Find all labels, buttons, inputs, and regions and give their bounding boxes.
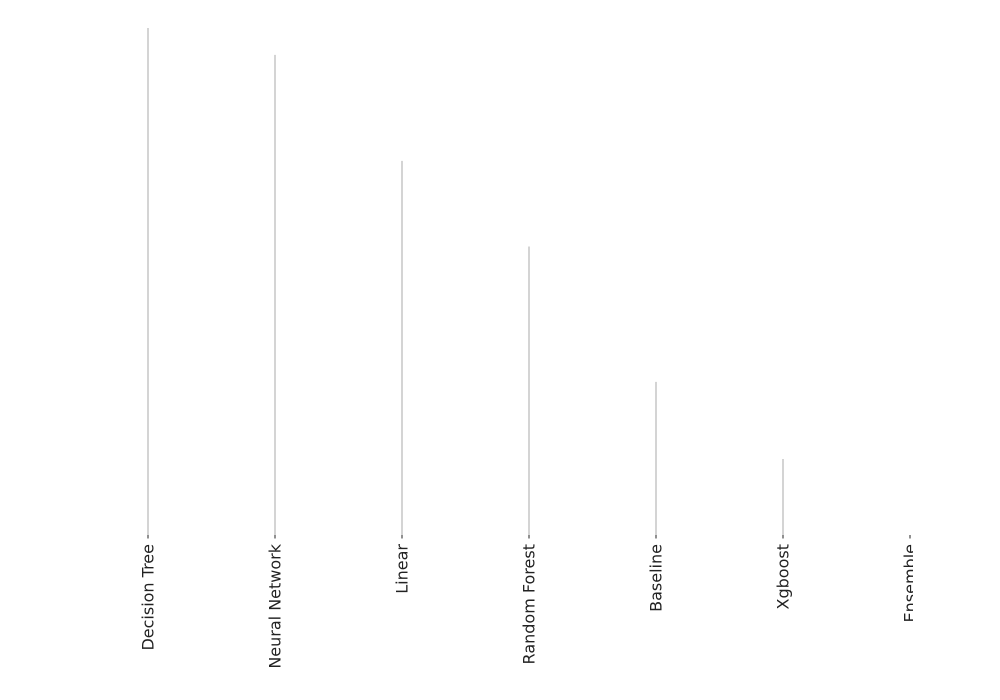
x-tick-label-decision-tree: Decision Tree [139,544,158,651]
x-tick-label-ensemble: Ensemble [901,544,920,622]
x-tick-label-random-forest: Random Forest [520,544,539,664]
x-tick-label-linear: Linear [393,544,412,594]
plot-area: Decision Tree Neural Network Linear Random … [139,28,920,669]
x-tick-label-xgboost: Xgboost [774,544,793,609]
x-tick-label-baseline: Baseline [647,544,666,612]
x-tick-label-neural-network: Neural Network [266,543,285,668]
